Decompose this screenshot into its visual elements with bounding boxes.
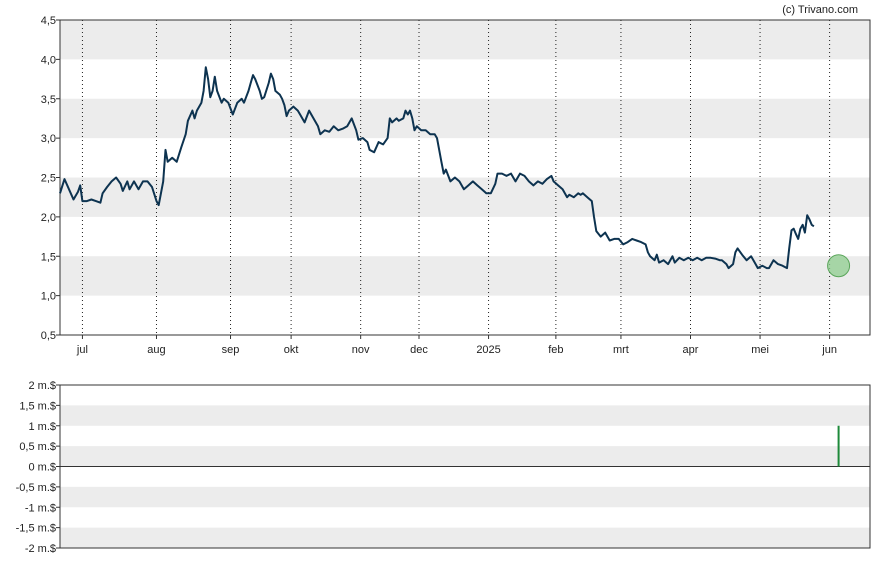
- price-x-tick-label: okt: [284, 344, 299, 356]
- price-y-tick-label: 2,0: [41, 212, 56, 224]
- price-y-axis: 0,5 1,0 1,5 2,0 2,5 3,0 3,5 4,0 4,5: [41, 15, 60, 342]
- price-y-tick-label: 4,0: [41, 54, 56, 66]
- volume-y-tick-label: -1 m.$: [25, 502, 56, 514]
- volume-band: [60, 527, 870, 548]
- volume-panel: 2 m.$ 1,5 m.$ 1 m.$ 0,5 m.$ 0 m.$ -0,5 m.$ -1 …: [16, 380, 871, 555]
- volume-y-tick-label: 2 m.$: [28, 380, 56, 392]
- price-y-tick-label: 1,0: [41, 291, 56, 303]
- price-panel: 0,5 1,0 1,5 2,0 2,5 3,0 3,5 4,0 4,5 jul aug sep okt…: [41, 15, 871, 356]
- price-x-tick-label: mei: [751, 344, 769, 356]
- volume-y-tick-label: -1,5 m.$: [16, 523, 56, 535]
- volume-band: [60, 405, 870, 426]
- price-x-tick-label: sep: [222, 344, 240, 356]
- price-y-tick-label: 3,5: [41, 94, 56, 106]
- price-y-tick-label: 1,5: [41, 251, 56, 263]
- volume-y-tick-label: -0,5 m.$: [16, 482, 56, 494]
- price-y-tick-label: 4,5: [41, 15, 56, 27]
- price-y-tick-label: 2,5: [41, 173, 56, 185]
- volume-y-tick-label: 0,5 m.$: [19, 441, 56, 453]
- price-x-axis: jul aug sep okt nov dec 2025 feb mrt apr mei jun: [76, 335, 837, 356]
- price-band: [60, 177, 870, 217]
- price-x-tick-label: apr: [683, 344, 699, 356]
- price-x-tick-label: dec: [410, 344, 428, 356]
- price-x-tick-label: nov: [352, 344, 370, 356]
- price-y-tick-label: 0,5: [41, 330, 56, 342]
- price-x-tick-label: mrt: [613, 344, 629, 356]
- volume-y-axis: 2 m.$ 1,5 m.$ 1 m.$ 0,5 m.$ 0 m.$ -0,5 m.$ -1 …: [16, 380, 60, 555]
- price-band: [60, 98, 870, 139]
- price-x-tick-label: aug: [147, 344, 165, 356]
- price-x-tick-label: jun: [821, 344, 837, 356]
- price-grid-bands: [60, 20, 870, 296]
- price-x-tick-label: 2025: [476, 344, 500, 356]
- price-y-tick-label: 3,0: [41, 133, 56, 145]
- volume-band: [60, 486, 870, 508]
- volume-y-tick-label: 0 m.$: [28, 462, 56, 474]
- credit-text: (c) Trivano.com: [782, 4, 858, 16]
- price-month-gridlines: [81, 20, 831, 335]
- price-x-tick-label: jul: [76, 344, 88, 356]
- price-band: [60, 20, 870, 60]
- volume-bar: [837, 425, 840, 467]
- price-band: [60, 256, 870, 296]
- volume-grid-bands: [60, 405, 870, 548]
- volume-bars: [837, 425, 840, 467]
- price-line: [59, 66, 815, 270]
- highlight-marker: [827, 254, 851, 278]
- price-x-tick-label: feb: [548, 344, 563, 356]
- volume-y-tick-label: -2 m.$: [25, 543, 56, 555]
- volume-y-tick-label: 1,5 m.$: [19, 400, 56, 412]
- volume-y-tick-label: 1 m.$: [28, 421, 56, 433]
- volume-band: [60, 446, 870, 467]
